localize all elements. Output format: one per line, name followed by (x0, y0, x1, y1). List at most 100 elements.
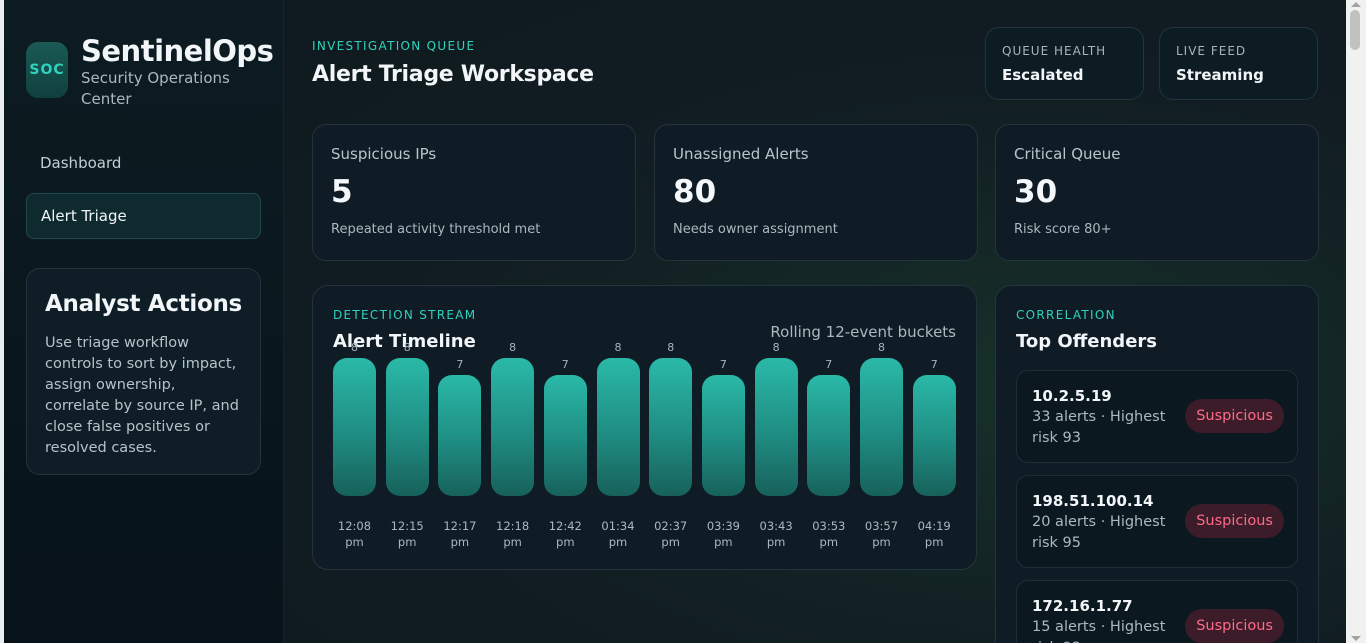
offender-meta: 20 alerts · Highest risk 95 (1032, 514, 1166, 551)
bar-value-label: 8 (772, 341, 780, 354)
nav-item-dashboard[interactable]: Dashboard (26, 140, 261, 186)
offenders-eyebrow: CORRELATION (1016, 308, 1116, 322)
nav-item-label: Alert Triage (41, 207, 127, 225)
bar-time-label: 12:18 pm (496, 519, 530, 549)
stat-note: Needs owner assignment (673, 222, 838, 237)
timeline-bar-column: 7 04:19 pm (912, 348, 956, 558)
timeline-bar-chart: 8 12:08 pm 8 12:15 pm 7 12:17 pm 8 12:18 pm 7 12:42 pm… (333, 341, 957, 558)
bar-time-label: 04:19 pm (917, 519, 951, 549)
scroll-down-icon[interactable] (1351, 636, 1361, 641)
bar-time-label: 12:15 pm (390, 519, 424, 549)
offenders-title: Top Offenders (1016, 331, 1157, 352)
pill-value: Streaming (1176, 66, 1264, 84)
top-offenders-card: CORRELATION Top Offenders 10.2.5.19 33 a… (995, 285, 1319, 643)
timeline-bar-column: 7 03:53 pm (807, 348, 851, 558)
stat-note: Risk score 80+ (1014, 222, 1112, 237)
timeline-bar[interactable] (701, 375, 745, 496)
bar-time-label: 02:37 pm (654, 519, 688, 549)
timeline-bar[interactable] (754, 358, 798, 496)
suspicious-badge: Suspicious (1185, 609, 1284, 643)
bar-time-label: 03:39 pm (706, 519, 740, 549)
alert-timeline-card: DETECTION STREAM Alert Timeline Rolling … (312, 285, 977, 570)
bar-value-label: 7 (719, 358, 727, 371)
bar-time-label: 12:17 pm (443, 519, 477, 549)
timeline-bar-column: 8 12:15 pm (385, 341, 429, 558)
analyst-actions-card: Analyst Actions Use triage workflow cont… (26, 268, 261, 475)
timeline-title: Alert Timeline (333, 331, 476, 352)
offender-ip: 172.16.1.77 (1032, 597, 1133, 615)
main-content: INVESTIGATION QUEUE Alert Triage Workspa… (284, 0, 1346, 643)
stat-card-suspicious-ips: Suspicious IPs 5 Repeated activity thres… (312, 124, 636, 261)
stat-value: 5 (331, 174, 353, 210)
page-scrollbar[interactable] (1346, 0, 1366, 643)
page-title: Alert Triage Workspace (312, 62, 594, 87)
bar-time-label: 03:43 pm (759, 519, 793, 549)
bar-time-label: 12:42 pm (548, 519, 582, 549)
timeline-bar-column: 8 03:57 pm (860, 341, 903, 558)
bar-time-label: 01:34 pm (601, 519, 635, 549)
timeline-bar[interactable] (807, 375, 851, 496)
offender-item[interactable]: 10.2.5.19 33 alerts · Highest risk 93 Su… (1016, 370, 1298, 463)
timeline-bar[interactable] (333, 358, 376, 496)
stat-value: 80 (673, 174, 717, 210)
pill-label: QUEUE HEALTH (1002, 44, 1107, 58)
analyst-actions-title: Analyst Actions (45, 291, 242, 317)
timeline-bar-column: 8 12:08 pm (333, 341, 376, 558)
stat-value: 30 (1014, 174, 1058, 210)
timeline-bar-column: 7 12:42 pm (543, 348, 587, 558)
offender-item[interactable]: 198.51.100.14 20 alerts · Highest risk 9… (1016, 475, 1298, 568)
offender-meta: 15 alerts · Highest risk 93 (1032, 619, 1166, 643)
bar-value-label: 8 (667, 341, 675, 354)
bar-value-label: 8 (614, 341, 622, 354)
suspicious-badge: Suspicious (1185, 399, 1284, 433)
timeline-bar[interactable] (912, 375, 956, 496)
stat-label: Critical Queue (1014, 145, 1121, 163)
timeline-bar[interactable] (543, 375, 587, 496)
scroll-thumb[interactable] (1350, 10, 1360, 50)
pill-value: Escalated (1002, 66, 1084, 84)
timeline-bar-column: 7 03:39 pm (701, 348, 745, 558)
bar-time-label: 12:08 pm (337, 519, 372, 549)
brand-name: SentinelOps (81, 34, 274, 68)
soc-logo: SOC (26, 42, 68, 98)
stat-card-unassigned-alerts: Unassigned Alerts 80 Needs owner assignm… (654, 124, 978, 261)
timeline-subtitle: Rolling 12-event buckets (770, 323, 956, 341)
scroll-up-icon[interactable] (1351, 2, 1361, 7)
window-frame (0, 0, 4, 643)
stat-card-critical-queue: Critical Queue 30 Risk score 80+ (995, 124, 1319, 261)
suspicious-badge: Suspicious (1185, 504, 1284, 538)
timeline-eyebrow: DETECTION STREAM (333, 308, 477, 322)
offender-meta: 33 alerts · Highest risk 93 (1032, 409, 1166, 446)
timeline-bar-column: 8 12:18 pm (491, 341, 535, 558)
timeline-bar[interactable] (596, 358, 640, 496)
offender-item[interactable]: 172.16.1.77 15 alerts · Highest risk 93 … (1016, 580, 1298, 643)
timeline-bar-column: 8 03:43 pm (754, 341, 798, 558)
page-eyebrow: INVESTIGATION QUEUE (312, 39, 476, 53)
bar-value-label: 8 (509, 341, 517, 354)
queue-health-pill: QUEUE HEALTH Escalated (985, 27, 1144, 100)
nav-item-alert-triage[interactable]: Alert Triage (26, 193, 261, 239)
bar-value-label: 8 (351, 341, 358, 354)
bar-value-label: 8 (878, 341, 885, 354)
offender-ip: 198.51.100.14 (1032, 492, 1154, 510)
timeline-bar-column: 7 12:17 pm (438, 348, 482, 558)
timeline-bar[interactable] (438, 375, 482, 496)
bar-time-label: 03:53 pm (812, 519, 846, 549)
analyst-actions-text: Use triage workflow controls to sort by … (45, 335, 239, 456)
bar-value-label: 7 (456, 358, 464, 371)
stat-label: Suspicious IPs (331, 145, 437, 163)
offender-ip: 10.2.5.19 (1032, 387, 1112, 405)
timeline-bar-column: 8 02:37 pm (649, 341, 693, 558)
stat-note: Repeated activity threshold met (331, 222, 541, 237)
timeline-bar[interactable] (491, 358, 535, 496)
bar-value-label: 7 (561, 358, 569, 371)
nav-item-label: Dashboard (40, 154, 122, 172)
timeline-bar[interactable] (649, 358, 693, 496)
timeline-bar[interactable] (385, 358, 429, 496)
sidebar: SOC SentinelOps Security Operations Cent… (4, 0, 284, 643)
brand: SOC SentinelOps Security Operations Cent… (26, 34, 274, 110)
stat-label: Unassigned Alerts (673, 145, 809, 163)
bar-value-label: 7 (930, 358, 938, 371)
live-feed-pill: LIVE FEED Streaming (1159, 27, 1318, 100)
timeline-bar[interactable] (860, 358, 903, 496)
